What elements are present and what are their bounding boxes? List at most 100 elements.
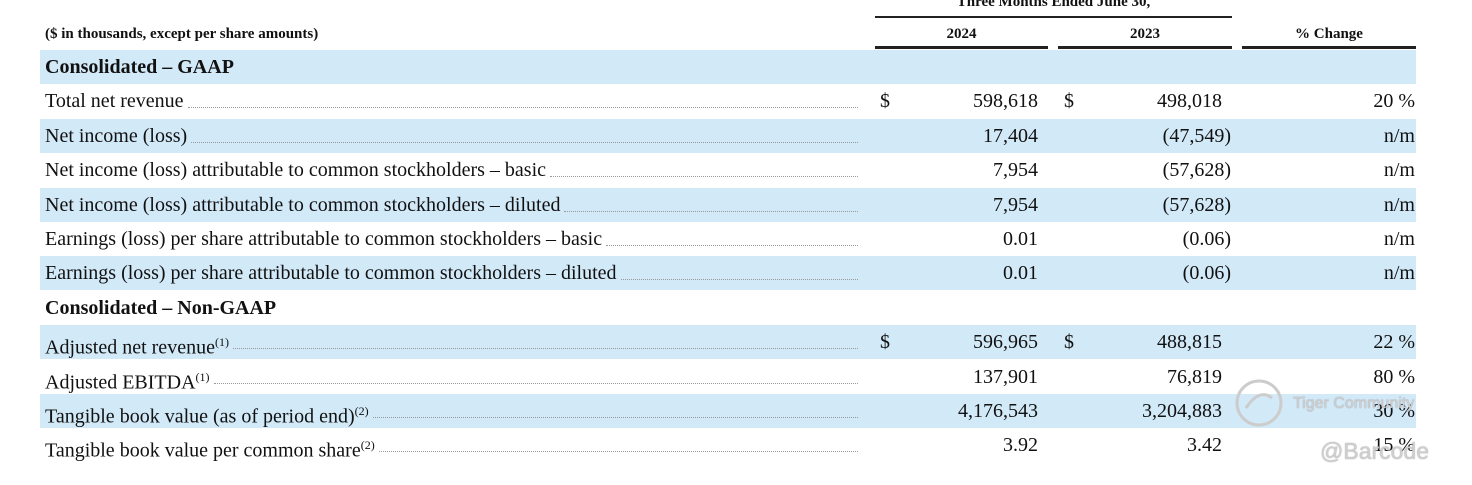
value-2024: 137,901 xyxy=(973,365,1038,388)
label: Earnings (loss) per share attributable t… xyxy=(45,262,617,285)
label-text: Earnings (loss) per share attributable t… xyxy=(45,222,602,256)
value-2023: (57,628) xyxy=(1162,193,1231,216)
row-label: Earnings (loss) per share attributable t… xyxy=(45,222,858,256)
column-header: 2023 xyxy=(1130,26,1160,42)
section-title: Consolidated – Non-GAAP xyxy=(45,296,277,319)
value-2023: 488,815 xyxy=(1157,331,1222,354)
label-text: Earnings (loss) per share attributable t… xyxy=(45,256,617,290)
row-label: Adjusted EBITDA(1) xyxy=(45,360,858,394)
table-row: Net income (loss) 17,404 (47,549) n/m xyxy=(40,118,1416,153)
dot-leader xyxy=(372,394,858,418)
dot-leader xyxy=(620,256,858,281)
footnote-mark: (1) xyxy=(214,335,229,350)
value-2023: 3,204,883 xyxy=(1142,400,1222,422)
percent-change: n/m xyxy=(1383,193,1415,216)
table-row: Tangible book value per common share(2) 3… xyxy=(40,428,1416,462)
label-text: Adjusted EBITDA(1) xyxy=(45,360,210,394)
table-row: Tangible book value (as of period end)(2… xyxy=(40,394,1416,428)
label: Net income (loss) xyxy=(45,124,188,147)
units-note: ($ in thousands, except per share amount… xyxy=(45,26,319,42)
value-2023: 498,018 xyxy=(1157,90,1222,113)
label: Adjusted net revenue xyxy=(45,336,215,359)
value-2024: 17,404 xyxy=(983,124,1038,147)
value-2024: 3.92 xyxy=(1003,434,1038,457)
table-row: Earnings (loss) per share attributable t… xyxy=(40,256,1416,291)
column-header: 2024 xyxy=(946,26,977,42)
table-row: Net income (loss) attributable to common… xyxy=(40,153,1416,187)
footnote-mark: (1) xyxy=(195,369,210,384)
rule xyxy=(1058,46,1232,49)
row-label: Tangible book value (as of period end)(2… xyxy=(45,394,858,428)
label-text: Adjusted net revenue(1) xyxy=(45,325,229,359)
currency: $ xyxy=(880,90,890,113)
rule xyxy=(875,46,1048,49)
table-row: Consolidated – GAAP xyxy=(40,50,1416,84)
row-label: Tangible book value per common share(2) xyxy=(45,428,858,462)
percent-change: 22 % xyxy=(1373,331,1415,354)
footnote-mark: (2) xyxy=(354,404,369,418)
row-label: Net income (loss) attributable to common… xyxy=(45,188,858,222)
percent-change: n/m xyxy=(1383,228,1415,250)
table-row: Consolidated – Non-GAAP xyxy=(40,291,1416,325)
value-2024: 7,954 xyxy=(993,193,1038,216)
value-2023: (0.06) xyxy=(1182,262,1231,285)
currency: $ xyxy=(1064,331,1074,354)
percent-change: 30 % xyxy=(1373,400,1415,422)
rule xyxy=(1242,46,1416,49)
percent-change: n/m xyxy=(1383,159,1415,182)
dot-leader xyxy=(606,222,858,246)
dot-leader xyxy=(550,153,858,178)
label: Tangible book value (as of period end) xyxy=(45,405,355,428)
period-header: Three Months Ended June 30, xyxy=(956,0,1151,10)
row-label: Earnings (loss) per share attributable t… xyxy=(45,256,858,290)
footnote-mark: (2) xyxy=(360,438,375,453)
value-2023: 3.42 xyxy=(1187,434,1222,457)
label: Adjusted EBITDA xyxy=(45,371,196,394)
dot-leader xyxy=(378,428,858,453)
percent-change: 80 % xyxy=(1373,365,1415,388)
currency: $ xyxy=(1064,90,1074,113)
rule xyxy=(875,16,1232,18)
dot-leader xyxy=(187,84,858,109)
label: Tangible book value per common share xyxy=(45,440,361,463)
value-2023: (57,628) xyxy=(1162,159,1231,182)
table-row: Adjusted EBITDA(1) 137,901 76,819 80 % xyxy=(40,360,1416,394)
row-label: Total net revenue xyxy=(45,84,858,118)
label-text: Net income (loss) attributable to common… xyxy=(45,188,560,222)
value-2024: 0.01 xyxy=(1003,262,1038,285)
column-header: % Change xyxy=(1295,26,1363,42)
value-2023: 76,819 xyxy=(1167,365,1222,388)
currency: $ xyxy=(880,331,890,354)
value-2024: 598,618 xyxy=(973,90,1038,113)
dot-leader xyxy=(564,188,858,212)
label-text: Net income (loss) attributable to common… xyxy=(45,153,546,187)
value-2024: 596,965 xyxy=(973,331,1038,354)
label-text: Tangible book value (as of period end)(2… xyxy=(45,394,369,428)
percent-change: 15 % xyxy=(1373,434,1415,457)
table-row: Earnings (loss) per share attributable t… xyxy=(40,222,1416,256)
percent-change: n/m xyxy=(1383,262,1415,285)
percent-change: 20 % xyxy=(1373,90,1415,113)
table-row: Net income (loss) attributable to common… xyxy=(40,187,1416,222)
label: Net income (loss) attributable to common… xyxy=(45,193,561,216)
watermark-brand: Tiger Community xyxy=(1293,395,1415,412)
row-label: Net income (loss) attributable to common… xyxy=(45,153,858,187)
label: Total net revenue xyxy=(45,90,184,113)
section-title: Consolidated – GAAP xyxy=(45,56,234,78)
label-text: Total net revenue xyxy=(45,84,184,118)
value-2023: (47,549) xyxy=(1162,124,1231,147)
watermark-logo xyxy=(1235,379,1283,427)
value-2024: 7,954 xyxy=(993,159,1038,182)
value-2024: 4,176,543 xyxy=(958,400,1038,422)
percent-change: n/m xyxy=(1383,124,1415,147)
dot-leader xyxy=(191,119,858,143)
value-2023: (0.06) xyxy=(1182,228,1231,250)
value-2024: 0.01 xyxy=(1003,228,1038,250)
dot-leader xyxy=(213,360,858,384)
table-row: Total net revenue $598,618 $498,018 20 % xyxy=(40,84,1416,118)
row-label: Adjusted net revenue(1) xyxy=(45,325,858,359)
watermark-handle: @Barcode xyxy=(1320,438,1430,464)
label: Earnings (loss) per share attributable t… xyxy=(45,228,603,250)
table-row: Adjusted net revenue(1) $596,965 $488,815 2… xyxy=(40,325,1416,360)
